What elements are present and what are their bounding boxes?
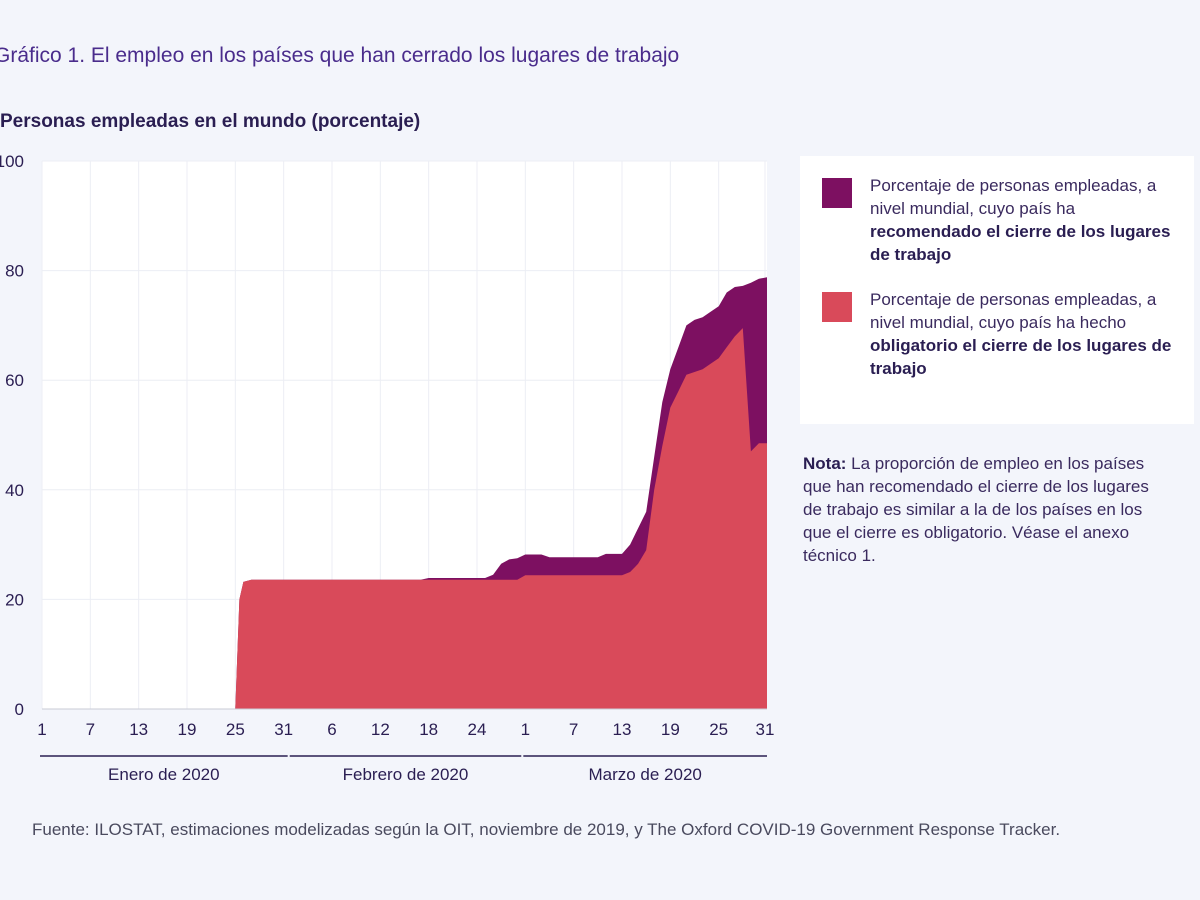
month-group-label: Enero de 2020	[108, 765, 220, 784]
area-chart: 0 20 40 60 80 100 1 7 13 19 25 31 6 12 18 24 1 7 13 19 25 31 E…	[0, 152, 774, 784]
x-tick-label: 1	[37, 720, 46, 739]
x-tick-label: 7	[569, 720, 578, 739]
x-tick-label: 25	[709, 720, 728, 739]
x-tick-label: 1	[521, 720, 530, 739]
y-tick-label: 60	[5, 371, 24, 390]
x-tick-label: 19	[661, 720, 680, 739]
x-tick-label: 13	[613, 720, 632, 739]
x-tick-label: 13	[129, 720, 148, 739]
area-layer	[42, 263, 767, 709]
x-tick-label: 12	[371, 720, 390, 739]
chart-title: Gráfico 1. El empleo en los países que h…	[0, 44, 680, 67]
x-tick-label: 18	[419, 720, 438, 739]
area-series-obligatorio	[42, 328, 767, 709]
x-tick-label: 6	[327, 720, 336, 739]
y-tick-label: 20	[5, 590, 24, 609]
legend-swatch-recomendado	[822, 178, 852, 208]
x-tick-label: 7	[86, 720, 95, 739]
month-group-label: Marzo de 2020	[588, 765, 701, 784]
y-tick-label: 40	[5, 481, 24, 500]
legend-label-recomendado: Porcentaje de personas empleadas, a nive…	[870, 176, 1171, 264]
x-tick-label: 24	[468, 720, 487, 739]
x-tick-label: 31	[756, 720, 775, 739]
x-tick-label: 25	[226, 720, 245, 739]
y-tick-label: 0	[15, 700, 24, 719]
y-tick-label: 100	[0, 152, 24, 171]
y-tick-label: 80	[5, 262, 24, 281]
x-tick-label: 31	[274, 720, 293, 739]
legend-label-obligatorio: Porcentaje de personas empleadas, a nive…	[870, 290, 1172, 378]
legend-swatch-obligatorio	[822, 292, 852, 322]
chart-subtitle: Personas empleadas en el mundo (porcenta…	[0, 111, 421, 132]
axis-layer: 0 20 40 60 80 100 1 7 13 19 25 31 6 12 18 24 1 7 13 19 25 31 E…	[0, 152, 774, 784]
chart-note: Nota: La proporción de empleo en los paí…	[803, 454, 1149, 565]
chart-source: Fuente: ILOSTAT, estimaciones modelizada…	[32, 820, 1061, 839]
legend: Porcentaje de personas empleadas, a nive…	[800, 156, 1194, 424]
month-group-label: Febrero de 2020	[343, 765, 469, 784]
x-tick-label: 19	[178, 720, 197, 739]
